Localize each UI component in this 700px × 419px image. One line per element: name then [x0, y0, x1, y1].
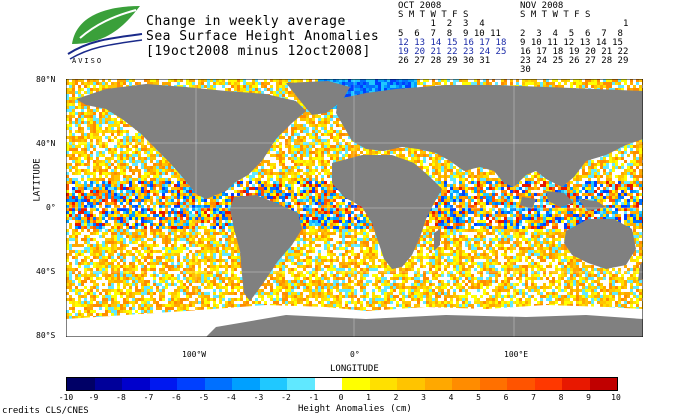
calendar-week-row: 9 10 11 12 13 14 15	[520, 37, 623, 48]
colorbar-swatch	[287, 378, 315, 390]
land-south-america	[230, 195, 302, 301]
x-tick-100w: 100°W	[182, 350, 207, 359]
colorbar-label: -8	[116, 393, 126, 402]
calendar-week-row: 23 24 25 26 27 28 29	[520, 56, 629, 67]
colorbar-label: 1	[366, 393, 371, 402]
colorbar-swatch	[122, 378, 150, 390]
calendar-week-row: 5 6 7 8 9 10 11	[398, 28, 501, 39]
colorbar-label: 9	[586, 393, 591, 402]
colorbar-swatch	[589, 378, 617, 390]
calendar-week-row: 26 27 28 29 30 31	[398, 56, 491, 67]
sea-surface-height-map	[66, 79, 643, 337]
colorbar-swatch	[177, 378, 205, 390]
colorbar-swatch	[562, 378, 590, 390]
colorbar-swatch	[259, 378, 287, 390]
colorbar-label: -2	[281, 393, 291, 402]
colorbar-label: -5	[198, 393, 209, 402]
land-antarctica	[206, 315, 643, 337]
calendar-week-row: 19 20 21 22 23 24 25	[398, 47, 507, 58]
land-new-zealand	[638, 261, 643, 281]
colorbar-label: -10	[58, 393, 74, 402]
colorbar-swatch	[232, 378, 260, 390]
colorbar-label: -3	[253, 393, 264, 402]
calendar-week-row: 16 17 18 19 20 21 22	[520, 47, 629, 58]
credits-text: credits CLS/CNES	[2, 406, 89, 416]
colorbar-swatch	[67, 378, 95, 390]
x-axis-title: LONGITUDE	[330, 364, 379, 374]
graticule	[66, 79, 643, 337]
leaf-logo-icon	[67, 6, 143, 60]
colorbar-label: 8	[558, 393, 564, 402]
colorbar-label: -7	[143, 393, 154, 402]
calendar-weekdays: S M T W T F S	[520, 10, 591, 21]
title-line-2: Sea Surface Height Anomalies	[146, 29, 380, 44]
title-line-3: [19oct2008 minus 12oct2008]	[146, 44, 371, 59]
land-australia	[564, 219, 636, 269]
calendar-month: NOV 2008	[520, 1, 564, 11]
y-axis-title: LATITUDE	[32, 158, 43, 202]
calendar-week-row: 12 13 14 15 16 17 18	[398, 37, 507, 48]
colorbar-swatch	[479, 378, 507, 390]
colorbar-label: 4	[448, 393, 454, 402]
y-tick-80s: 80°S	[36, 331, 56, 340]
colorbar-swatch	[534, 378, 562, 390]
colorbar-label: 0	[338, 393, 344, 402]
colorbar-label: -1	[308, 393, 319, 402]
colorbar-label: 10	[611, 393, 621, 402]
y-tick-80n: 80°N	[36, 75, 56, 84]
colorbar-label: 2	[393, 393, 399, 402]
y-tick-40n: 40°N	[36, 139, 56, 148]
colorbar-swatch	[369, 378, 397, 390]
colorbar-label: -4	[226, 393, 236, 402]
land-greenland	[286, 81, 350, 115]
colorbar-swatch	[507, 378, 535, 390]
land-madagascar	[434, 229, 440, 251]
calendar-month: OCT 2008	[398, 1, 442, 11]
colorbar-swatch	[397, 378, 425, 390]
y-tick-0: 0°	[46, 203, 56, 212]
calendar-week-row: 1	[520, 19, 629, 30]
colorbar-swatch	[314, 378, 342, 390]
land-masses	[76, 81, 643, 301]
colorbar-title: Height Anomalies (cm)	[298, 404, 412, 414]
land-southeast-asia	[520, 191, 606, 211]
colorbar-label: 5	[476, 393, 481, 402]
colorbar-swatch	[424, 378, 452, 390]
land-africa	[332, 155, 442, 269]
calendar-week-row: 1 2 3 4	[398, 19, 485, 30]
colorbar-label: 6	[503, 393, 509, 402]
x-tick-100e: 100°E	[504, 350, 529, 359]
colorbar-swatch	[204, 378, 232, 390]
logo-text: AVISO	[72, 57, 104, 65]
x-tick-0: 0°	[350, 350, 360, 359]
land-eurasia	[336, 85, 643, 187]
colorbar-swatch	[94, 378, 122, 390]
colorbar-label: -9	[88, 393, 99, 402]
colorbar-label: 3	[421, 393, 426, 402]
calendar-weekdays: S M T W T F S	[398, 10, 469, 21]
colorbar-swatch	[149, 378, 177, 390]
calendar-week-row: 2 3 4 5 6 7 8	[520, 28, 623, 39]
calendar-week-row: 30	[520, 65, 531, 76]
colorbar-swatch	[452, 378, 480, 390]
colorbar	[66, 377, 618, 391]
colorbar-label: -6	[171, 393, 181, 402]
land-north-america	[76, 84, 306, 199]
colorbar-swatch	[342, 378, 370, 390]
y-tick-40s: 40°S	[36, 267, 56, 276]
title-line-1: Change in weekly average	[146, 14, 346, 29]
colorbar-label: 7	[531, 393, 536, 402]
